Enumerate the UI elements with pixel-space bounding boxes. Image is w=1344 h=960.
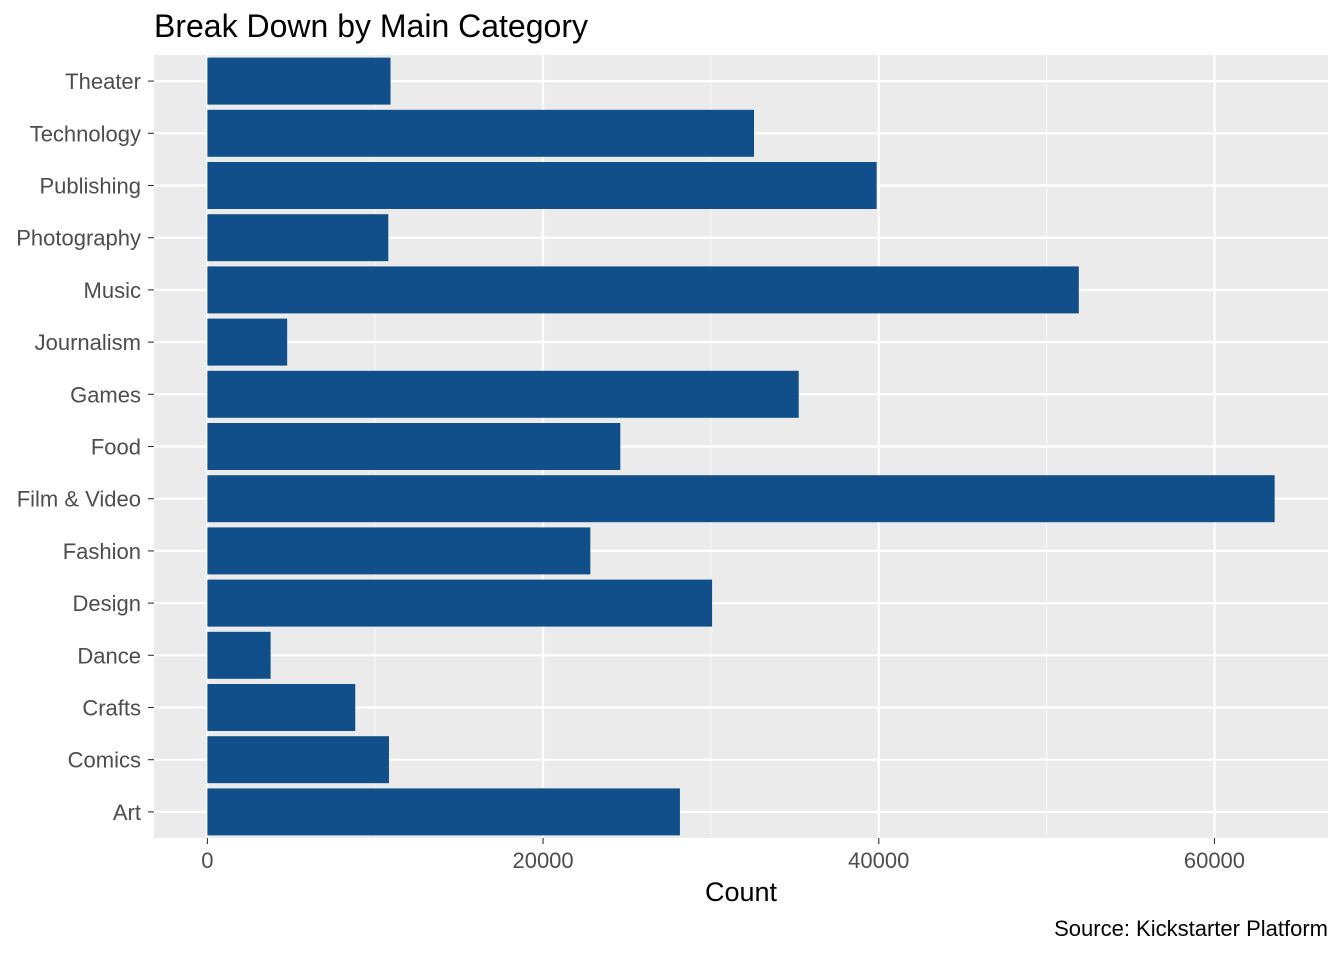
bar-food: [207, 423, 621, 470]
bar-journalism: [207, 318, 288, 366]
bar-film-video: [207, 475, 1275, 523]
y-tick-label: Photography: [16, 226, 141, 251]
bar-design: [207, 579, 713, 627]
bar-theater: [207, 57, 391, 105]
x-tick-label: 20000: [512, 848, 573, 873]
y-tick-label: Publishing: [39, 174, 141, 199]
bar-publishing: [207, 162, 877, 209]
y-tick-label: Fashion: [63, 539, 141, 564]
y-tick-label: Design: [73, 591, 141, 616]
y-tick-label: Theater: [65, 69, 141, 94]
y-tick-label: Film & Video: [17, 487, 141, 512]
y-tick-label: Food: [91, 435, 141, 460]
chart-title: Break Down by Main Category: [154, 8, 588, 44]
x-tick-label: 40000: [848, 848, 909, 873]
bar-comics: [207, 736, 389, 784]
y-tick-label: Comics: [68, 748, 141, 773]
y-tick-label: Technology: [30, 121, 141, 146]
y-tick-label: Journalism: [35, 330, 141, 355]
bar-fashion: [207, 527, 591, 575]
bar-technology: [207, 109, 755, 157]
y-tick-label: Games: [70, 382, 141, 407]
bar-art: [207, 788, 680, 836]
bar-games: [207, 370, 799, 418]
x-tick-label: 0: [201, 848, 213, 873]
y-tick-label: Crafts: [82, 696, 141, 721]
y-tick-label: Dance: [77, 643, 141, 668]
bar-dance: [207, 631, 271, 679]
x-axis-title: Count: [705, 877, 778, 907]
chart-caption: Source: Kickstarter Platform: [1054, 916, 1328, 941]
y-tick-label: Music: [84, 278, 141, 303]
bar-crafts: [207, 684, 356, 731]
bar-photography: [207, 214, 389, 262]
x-tick-label: 60000: [1184, 848, 1245, 873]
y-tick-label: Art: [113, 800, 141, 825]
bar-music: [207, 266, 1079, 314]
